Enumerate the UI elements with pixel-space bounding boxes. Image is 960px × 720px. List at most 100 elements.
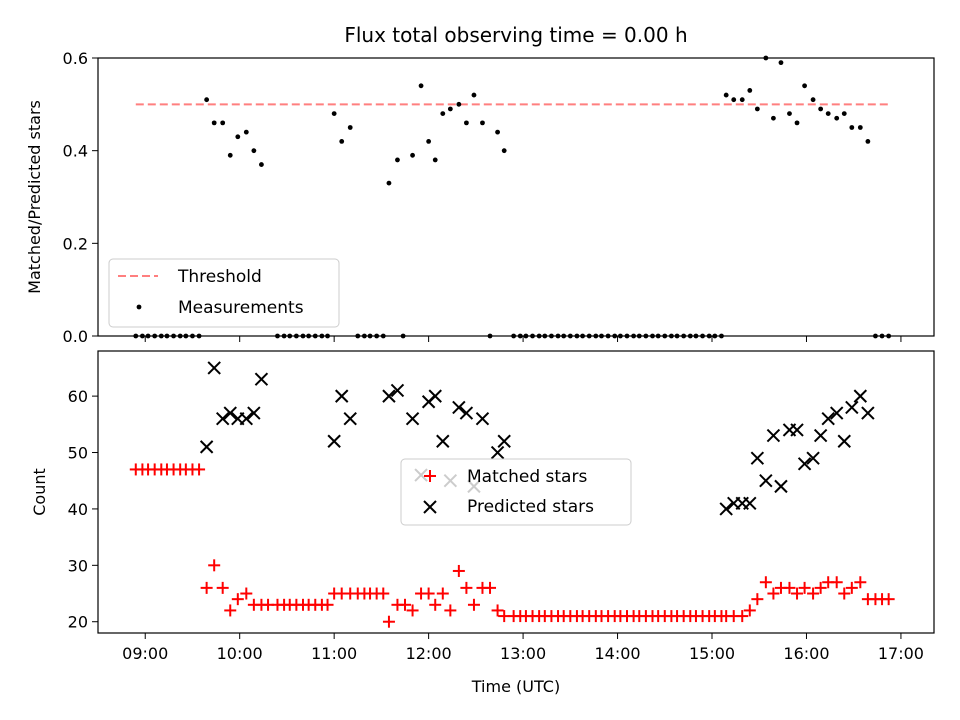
measurement-point bbox=[480, 120, 485, 126]
matched-star-point bbox=[882, 593, 895, 606]
ratio-legend: Threshold Measurements bbox=[108, 258, 340, 328]
measurement-point bbox=[739, 97, 745, 103]
measurement-point bbox=[235, 134, 241, 140]
measurement-point bbox=[220, 120, 226, 126]
matched-star-point bbox=[854, 576, 867, 589]
matched-star-point bbox=[444, 604, 457, 617]
predicted-star-point bbox=[223, 406, 237, 420]
measurement-point bbox=[818, 106, 824, 112]
measurement-point bbox=[787, 111, 792, 116]
measurement-point bbox=[841, 111, 847, 116]
x-tick-label: 15:00 bbox=[689, 644, 735, 663]
matched-star-point bbox=[382, 615, 395, 628]
matched-star-point bbox=[208, 559, 221, 572]
measurement-point bbox=[331, 111, 337, 116]
predicted-star-point bbox=[743, 496, 757, 510]
predicted-legend-swatch bbox=[423, 500, 437, 514]
count-y-tick-label: 50 bbox=[68, 444, 88, 463]
ratio-y-axis-label: Matched/Predicted stars bbox=[25, 100, 44, 294]
measurement-point bbox=[447, 106, 453, 112]
matched-star-point bbox=[484, 581, 497, 594]
predicted-star-point bbox=[390, 383, 405, 398]
count-legend: Matched stars Predicted stars bbox=[400, 458, 632, 526]
measurement-point bbox=[339, 139, 345, 144]
measurement-point bbox=[204, 97, 210, 103]
measurement-point bbox=[243, 129, 249, 135]
measurement-point bbox=[386, 180, 392, 186]
measurement-point bbox=[456, 101, 462, 107]
matched-star-point bbox=[216, 581, 229, 594]
predicted-star-point bbox=[837, 434, 851, 448]
predicted-legend-label: Predicted stars bbox=[467, 497, 594, 517]
x-tick-label: 11:00 bbox=[311, 644, 357, 663]
ratio-y-tick-label: 0.6 bbox=[63, 49, 88, 68]
measurement-point bbox=[211, 120, 217, 126]
measurement-point bbox=[395, 157, 400, 163]
measurement-point bbox=[857, 125, 863, 130]
matched-star-point bbox=[838, 587, 851, 600]
ratio-axes-frame bbox=[97, 57, 935, 337]
predicted-star-point bbox=[853, 389, 868, 403]
matched-star-point bbox=[240, 587, 253, 600]
measurement-point bbox=[471, 92, 477, 98]
matched-star-point bbox=[224, 604, 237, 617]
predicted-star-point bbox=[490, 445, 505, 460]
predicted-star-point bbox=[382, 389, 396, 403]
predicted-star-point bbox=[774, 479, 788, 494]
measurement-point bbox=[410, 152, 415, 158]
matched-star-point bbox=[830, 576, 843, 589]
matched-star-point bbox=[452, 564, 465, 577]
x-tick-label: 16:00 bbox=[783, 644, 829, 663]
predicted-star-point bbox=[428, 389, 442, 403]
x-tick-label: 12:00 bbox=[406, 644, 452, 663]
measurement-point bbox=[432, 157, 438, 163]
measurement-point bbox=[501, 148, 507, 154]
count-y-tick-label: 60 bbox=[68, 387, 88, 406]
count-y-tick-label: 20 bbox=[68, 613, 88, 632]
predicted-star-point bbox=[750, 451, 765, 465]
matched-star-point bbox=[759, 576, 772, 589]
matched-star-point bbox=[807, 587, 820, 600]
measurement-point bbox=[825, 111, 831, 116]
predicted-star-point bbox=[254, 372, 269, 386]
measurement-point bbox=[731, 97, 737, 103]
matched-star-point bbox=[814, 581, 827, 594]
predicted-star-point bbox=[813, 428, 828, 443]
predicted-star-point bbox=[207, 361, 221, 375]
x-tick-label: 09:00 bbox=[122, 644, 168, 663]
measurement-point bbox=[347, 125, 353, 130]
matched-star-point bbox=[736, 610, 749, 623]
predicted-star-point bbox=[806, 451, 820, 465]
matched-legend-swatch bbox=[424, 470, 436, 482]
predicted-star-point bbox=[475, 411, 490, 426]
chart-title: Flux total observing time = 0.00 h bbox=[344, 23, 687, 47]
measurement-point bbox=[810, 97, 816, 103]
predicted-star-point bbox=[861, 406, 875, 420]
count-legend-box bbox=[400, 458, 632, 526]
matched-star-point bbox=[436, 587, 449, 600]
ratio-legend-box bbox=[108, 258, 340, 328]
predicted-star-point bbox=[452, 400, 466, 415]
ratio-y-tick-label: 0.4 bbox=[63, 142, 88, 161]
threshold-legend-label: Threshold bbox=[177, 267, 262, 287]
predicted-star-point bbox=[436, 434, 450, 448]
measurement-point bbox=[426, 139, 432, 144]
measurement-point bbox=[802, 83, 807, 89]
predicted-star-point bbox=[821, 411, 835, 426]
measurement-point bbox=[747, 88, 753, 93]
measurement-point bbox=[754, 106, 760, 112]
matched-star-point bbox=[845, 581, 858, 594]
measurement-point bbox=[778, 60, 784, 66]
measurement-point bbox=[227, 152, 233, 158]
predicted-star-point bbox=[829, 406, 844, 420]
x-tick-label: 14:00 bbox=[594, 644, 640, 663]
matched-star-point bbox=[751, 593, 764, 606]
ratio-y-tick-label: 0.2 bbox=[63, 234, 88, 253]
predicted-star-point bbox=[759, 474, 773, 488]
matched-star-point bbox=[406, 604, 419, 617]
ratio-panel: 0.0 0.2 0.4 0.6 Matched/Predicted stars Thr… bbox=[25, 49, 935, 346]
count-axes: 20 30 40 50 60 09:00 10:00 11:00 12:00 13:00 14:00… bbox=[68, 387, 924, 663]
matched-star-point bbox=[467, 598, 480, 611]
predicted-star-point bbox=[719, 502, 733, 516]
